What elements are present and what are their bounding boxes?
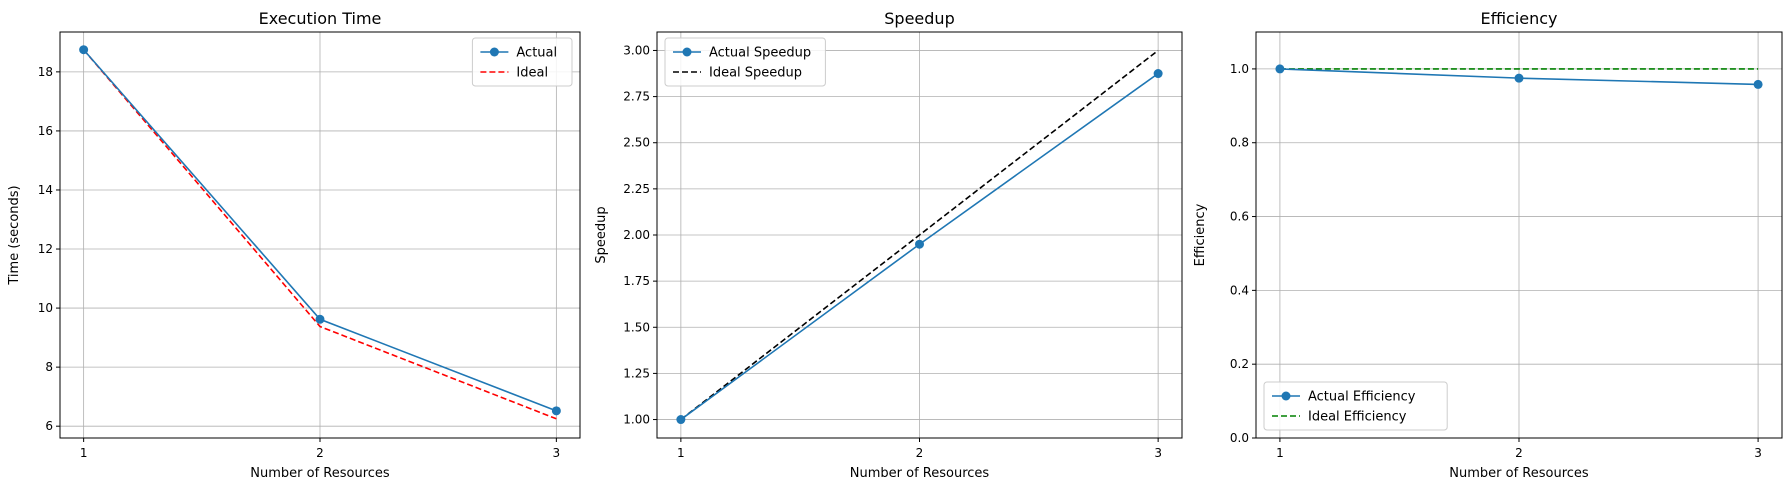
chart-title: Execution Time bbox=[259, 9, 382, 28]
y-tick-label: 16 bbox=[38, 124, 53, 138]
x-tick-label: 1 bbox=[1276, 446, 1284, 460]
legend-marker bbox=[489, 47, 499, 57]
y-tick-label: 2.75 bbox=[623, 90, 650, 104]
y-tick-label: 18 bbox=[38, 65, 53, 79]
data-point bbox=[915, 239, 924, 249]
x-tick-label: 3 bbox=[553, 446, 561, 460]
chart-title: Speedup bbox=[884, 9, 954, 28]
x-tick-label: 3 bbox=[1154, 446, 1162, 460]
x-tick-label: 1 bbox=[677, 446, 685, 460]
data-point bbox=[1153, 69, 1163, 79]
x-tick-label: 2 bbox=[316, 446, 324, 460]
y-axis-label: Speedup bbox=[594, 206, 609, 263]
y-tick-label: 0.4 bbox=[1230, 283, 1249, 297]
x-tick-label: 1 bbox=[80, 446, 88, 460]
data-point bbox=[315, 314, 325, 324]
y-tick-label: 1.50 bbox=[623, 320, 650, 334]
y-axis-label: Efficiency bbox=[1193, 203, 1208, 266]
series-line-2 bbox=[83, 49, 557, 420]
y-tick-label: 0.8 bbox=[1230, 136, 1249, 150]
data-point bbox=[676, 415, 686, 425]
data-point bbox=[1275, 64, 1285, 74]
y-tick-label: 1.25 bbox=[623, 366, 650, 380]
chart-2: 1.00 1.25 1.50 1.75 2.00 2.25 2.50 2.75 3.00 1 2 3 S… bbox=[594, 9, 1183, 481]
y-tick-label: 2.25 bbox=[623, 182, 650, 196]
data-point bbox=[1753, 79, 1763, 89]
y-tick-label: 0.0 bbox=[1230, 431, 1249, 445]
y-tick-label: 1.00 bbox=[623, 413, 650, 427]
data-point bbox=[551, 406, 561, 416]
x-tick-label: 2 bbox=[916, 446, 924, 460]
y-axis-label: Time (seconds) bbox=[7, 185, 22, 285]
chart-title: Efficiency bbox=[1480, 9, 1557, 28]
legend-entry: Actual bbox=[516, 46, 557, 61]
data-point bbox=[1514, 73, 1524, 83]
y-tick-label: 2.50 bbox=[623, 136, 650, 150]
y-tick-label: 14 bbox=[38, 183, 53, 197]
x-tick-label: 3 bbox=[1754, 446, 1762, 460]
legend-entry: Actual Speedup bbox=[709, 46, 811, 61]
y-tick-label: 10 bbox=[38, 301, 53, 315]
x-tick-label: 2 bbox=[1515, 446, 1523, 460]
y-tick-label: 12 bbox=[38, 242, 53, 256]
legend: Actual Speedup Ideal Speedup bbox=[664, 37, 826, 87]
y-tick-label: 2.00 bbox=[623, 228, 650, 242]
legend-marker bbox=[682, 47, 692, 57]
legend-entry: Ideal Speedup bbox=[709, 66, 802, 81]
x-axis-label: Number of Resources bbox=[1449, 466, 1589, 481]
legend-entry: Ideal Efficiency bbox=[1308, 410, 1407, 425]
y-tick-label: 1.0 bbox=[1230, 62, 1249, 76]
legend-box bbox=[664, 37, 826, 87]
y-tick-label: 3.00 bbox=[623, 43, 650, 57]
y-tick-label: 1.75 bbox=[623, 274, 650, 288]
legend: Actual Ideal bbox=[471, 37, 573, 87]
x-axis-label: Number of Resources bbox=[850, 466, 990, 481]
series-line-2 bbox=[680, 49, 1159, 421]
legend-box bbox=[1263, 381, 1448, 431]
legend-marker bbox=[1281, 391, 1291, 401]
y-tick-label: 0.2 bbox=[1230, 357, 1249, 371]
x-axis-label: Number of Resources bbox=[250, 466, 390, 481]
y-tick-label: 8 bbox=[45, 360, 53, 374]
chart-3: 0.0 0.2 0.4 0.6 0.8 1.0 1 2 3 Efficiency Number of… bbox=[1193, 9, 1783, 481]
data-point bbox=[79, 45, 89, 55]
legend-entry: Actual Efficiency bbox=[1308, 390, 1416, 405]
y-tick-label: 0.6 bbox=[1230, 210, 1249, 224]
y-tick-label: 6 bbox=[45, 419, 53, 433]
legend-entry: Ideal bbox=[516, 66, 548, 81]
legend: Actual Efficiency Ideal Efficiency bbox=[1263, 381, 1448, 431]
